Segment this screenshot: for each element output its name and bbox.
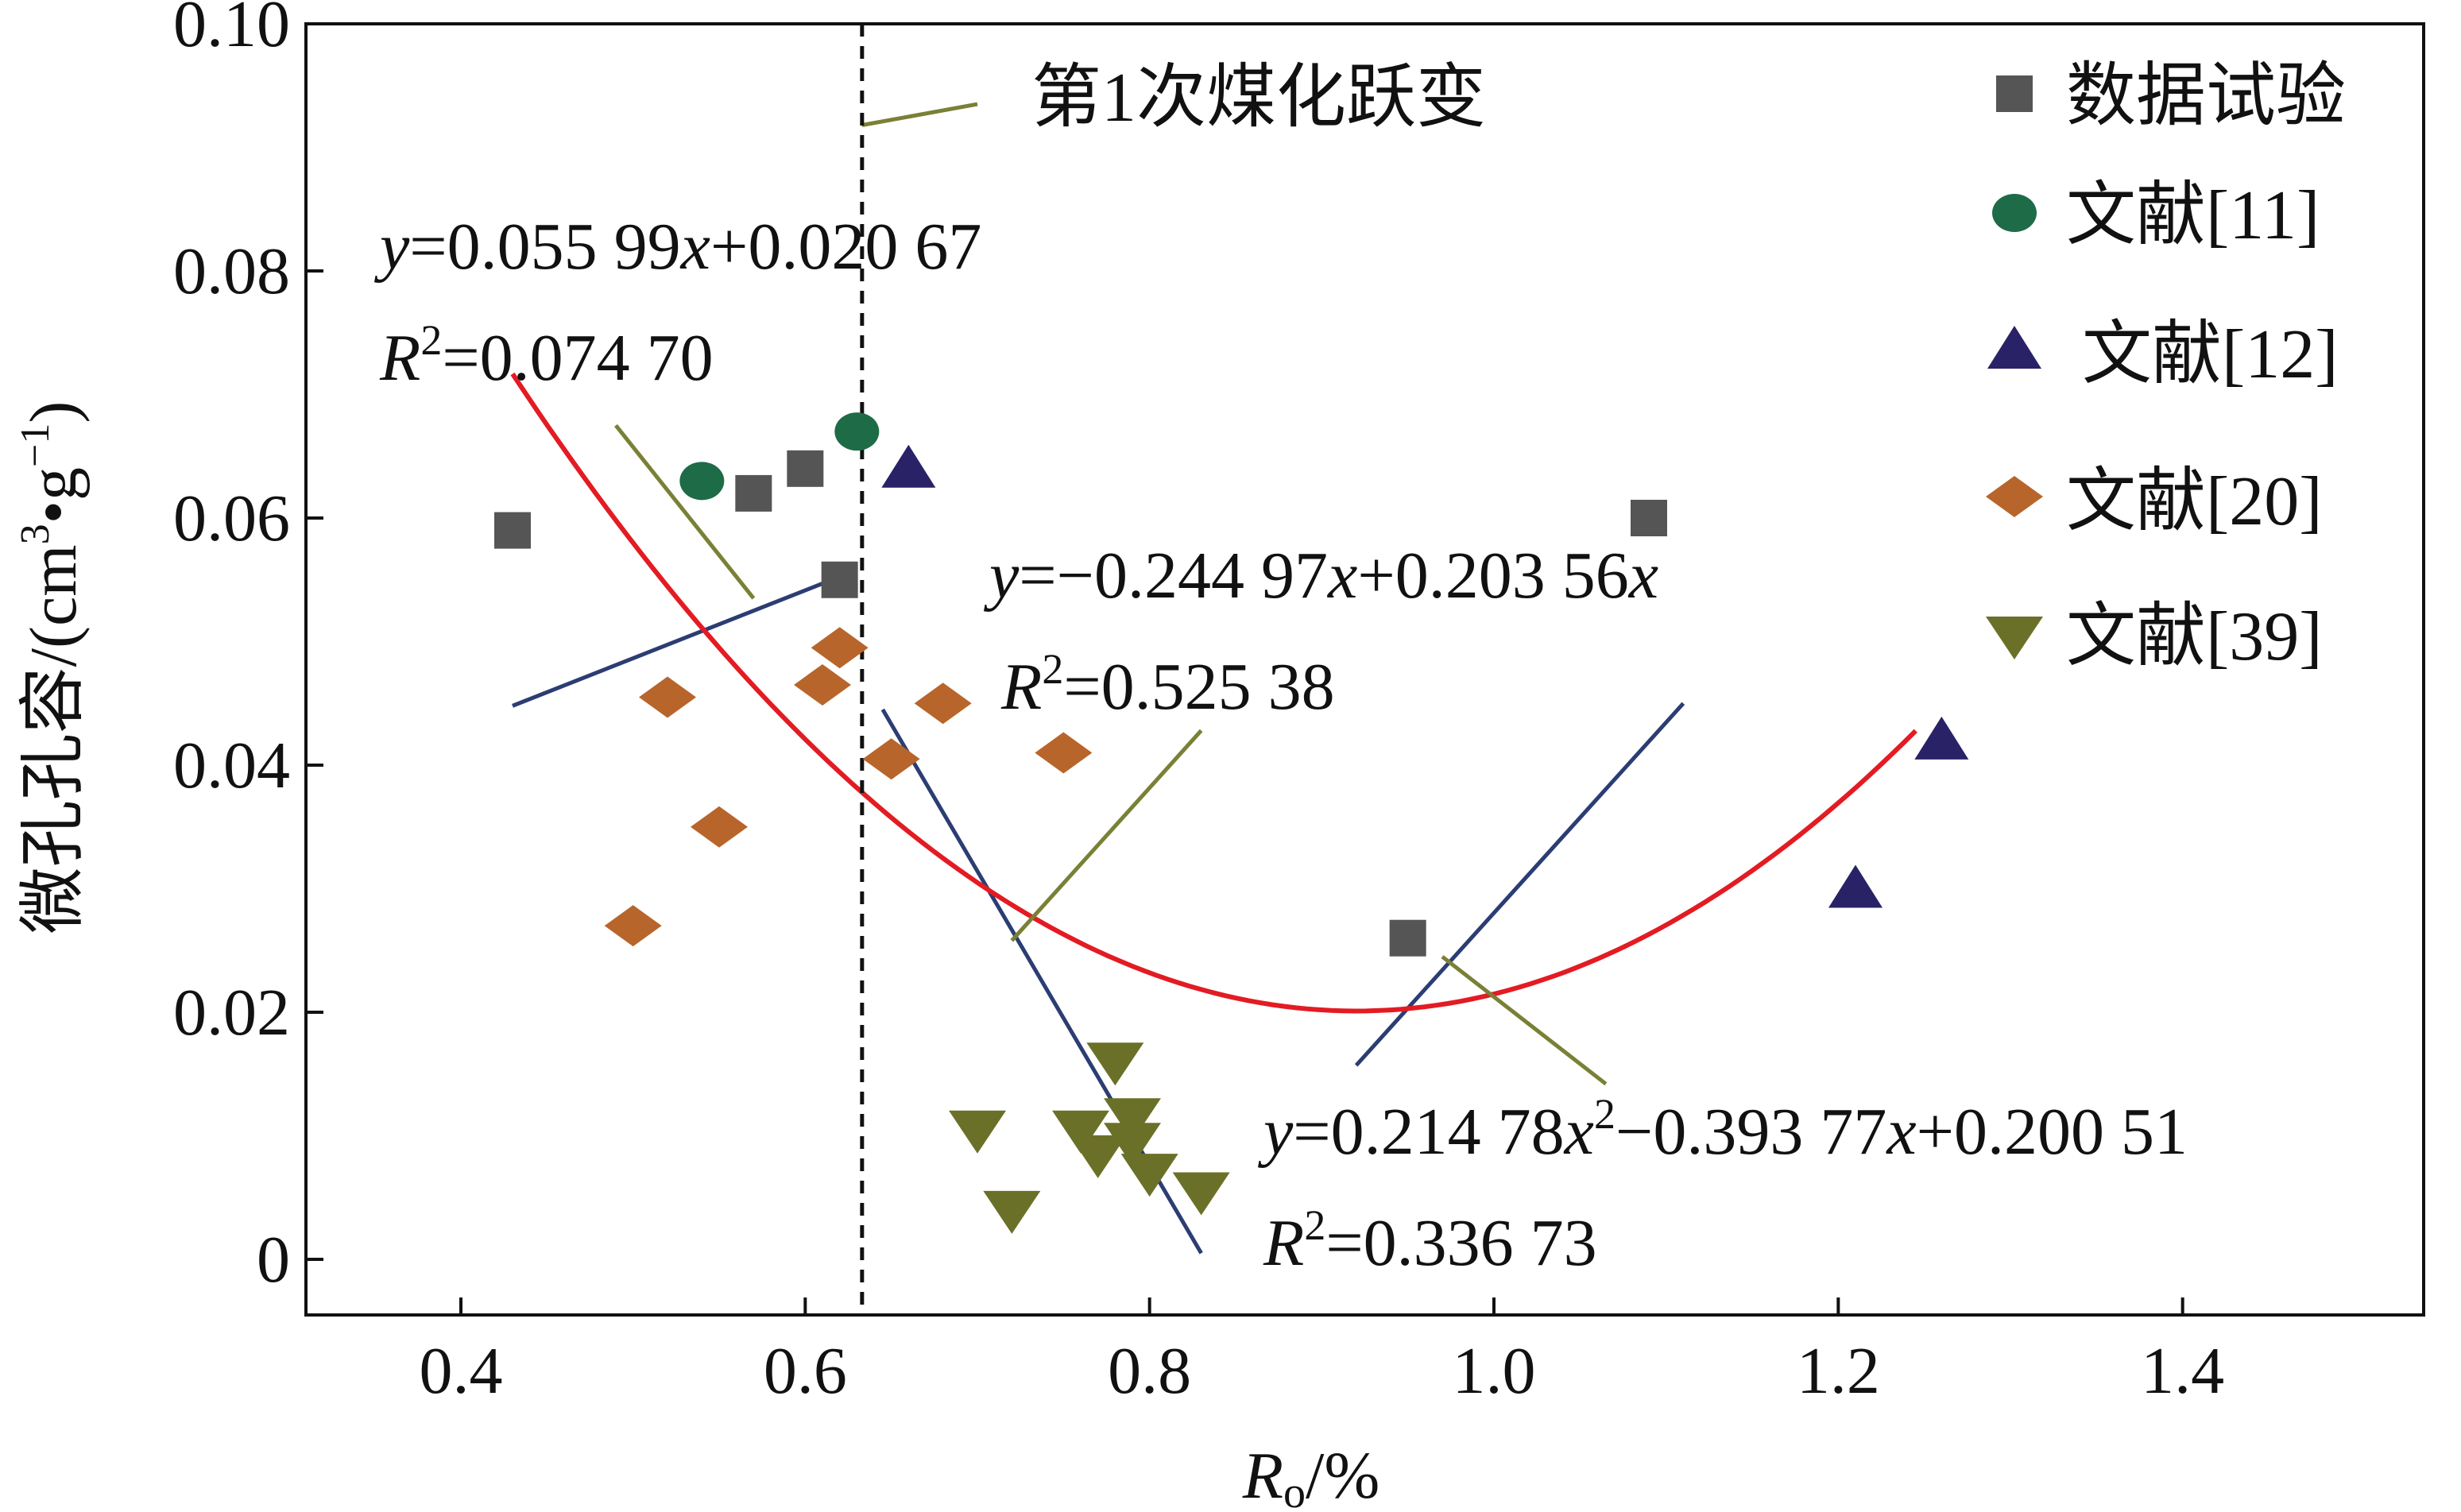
quadratic-fit-curve	[510, 372, 1917, 1014]
data-point-series-3	[691, 806, 748, 848]
legend-label-data-test: 数据试验	[2066, 58, 2346, 135]
linear-fit-line	[512, 567, 858, 708]
data-point-series-0	[787, 450, 824, 487]
data-point-series-2	[1914, 716, 1969, 760]
legend-marker-1	[1992, 194, 2037, 232]
data-point-series-4	[1104, 1123, 1161, 1166]
data-point-series-4	[1104, 1098, 1161, 1142]
data-point-series-2	[1828, 864, 1883, 908]
data-point-series-4	[983, 1190, 1041, 1234]
data-point-series-3	[639, 676, 696, 718]
annotation-leaders	[614, 102, 1608, 1086]
y-tick-label: 0.08	[173, 234, 290, 308]
fit-r2-3: R2=0.336 73	[1263, 1201, 1597, 1280]
y-axis-title: 微孔孔容/(cm3•g−1)	[13, 401, 91, 934]
data-point-series-4	[1120, 1154, 1178, 1197]
legend-marker-3	[1986, 476, 2043, 517]
legend-marker-2	[1987, 326, 2041, 369]
data-point-series-4	[1052, 1110, 1109, 1154]
y-tick-label: 0	[257, 1223, 290, 1297]
fit-r2-2: R2=0.525 38	[1000, 645, 1335, 724]
data-point-series-3	[914, 683, 972, 725]
x-tick-label: 1.2	[1797, 1334, 1880, 1408]
data-point-series-0	[821, 561, 858, 598]
data-point-series-3	[794, 663, 851, 706]
data-point-series-4	[1086, 1042, 1144, 1086]
legend-label-ref-12: 文献[12]	[2082, 316, 2339, 393]
legend-marker-0	[1996, 75, 2033, 112]
legend-label-ref-20: 文献[20]	[2066, 463, 2323, 540]
x-tick-label: 0.6	[764, 1334, 847, 1408]
x-tick-label: 0.4	[420, 1334, 503, 1408]
legend: 数据试验 文献[11] 文献[12] 文献[20] 文献[39]	[2066, 58, 2346, 675]
data-point-series-3	[1035, 732, 1093, 774]
data-point-series-3	[862, 738, 920, 780]
data-point-series-3	[604, 905, 662, 947]
transition-label: 第1次煤化跃变	[1031, 60, 1486, 137]
x-tick-label: 1.0	[1453, 1334, 1536, 1408]
annotation-leader-line	[861, 102, 978, 127]
data-point-series-0	[735, 474, 772, 512]
data-point-series-1	[679, 462, 725, 501]
fit-r2-1: R2=0.074 70	[379, 316, 714, 395]
data-point-series-2	[881, 444, 936, 488]
y-tick-label: 0.02	[173, 976, 290, 1050]
x-axis-title: Ro/%	[1242, 1439, 1380, 1512]
data-markers	[494, 412, 1969, 1234]
data-point-series-0	[1631, 500, 1667, 537]
x-tick-label: 0.8	[1108, 1334, 1191, 1408]
annotation-leader-line	[614, 423, 756, 600]
legend-label-ref-11: 文献[11]	[2066, 177, 2320, 254]
plot-frame	[304, 22, 2425, 1317]
data-point-series-4	[1069, 1135, 1127, 1178]
data-point-series-0	[1389, 919, 1426, 957]
annotation-leader-line	[1441, 955, 1608, 1086]
linear-fit-line	[1354, 702, 1685, 1067]
x-tick-label: 1.4	[2141, 1334, 2224, 1408]
fit-equation-1: y=0.055 99x+0.020 67	[373, 210, 981, 284]
axis-ticks: 0.4 0.6 0.8 1.0 1.2 1.4 0 0.02 0.04 0.06 0.08 0.10	[173, 0, 2224, 1408]
legend-label-ref-39: 文献[39]	[2066, 598, 2323, 675]
y-tick-label: 0.04	[173, 729, 290, 802]
data-point-series-1	[834, 412, 880, 451]
annotation-leader-line	[1010, 729, 1203, 942]
data-point-series-0	[494, 512, 531, 549]
data-point-series-4	[949, 1110, 1006, 1154]
y-tick-label: 0.10	[173, 0, 290, 61]
data-point-series-4	[1172, 1172, 1230, 1216]
legend-markers	[1986, 75, 2043, 659]
data-point-series-3	[811, 627, 869, 669]
legend-marker-4	[1986, 617, 2043, 659]
fit-equation-3: y=0.214 78x2−0.393 77x+0.200 51	[1257, 1090, 2188, 1169]
fit-equation-2: y=−0.244 97x+0.203 56x	[983, 539, 1658, 613]
y-tick-label: 0.06	[173, 481, 290, 555]
